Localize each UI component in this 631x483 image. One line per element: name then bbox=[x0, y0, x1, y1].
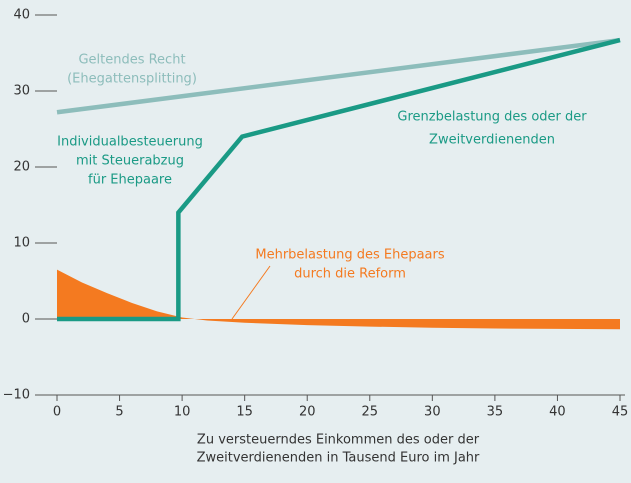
y-tick-label: 30 bbox=[13, 84, 30, 99]
annotation: Mehrbelastung des Ehepaars bbox=[255, 248, 444, 263]
x-axis-label: Zu versteuerndes Einkommen des oder der bbox=[197, 433, 480, 448]
line bbox=[56, 37, 621, 115]
line bbox=[57, 37, 621, 322]
x-tick-label: 40 bbox=[549, 405, 566, 420]
x-tick-label: 10 bbox=[174, 405, 191, 420]
annotation: (Ehegattensplitting) bbox=[67, 72, 197, 87]
annotation: durch die Reform bbox=[294, 267, 406, 282]
y-tick-label: 40 bbox=[13, 8, 30, 23]
y-tick-label: 20 bbox=[13, 160, 30, 175]
x-tick-label: 5 bbox=[115, 405, 123, 420]
x-tick-label: 15 bbox=[236, 405, 253, 420]
x-tick-label: 45 bbox=[612, 405, 629, 420]
annotation-pointer bbox=[231, 265, 271, 320]
annotation: für Ehepaare bbox=[88, 173, 172, 188]
annotation: Grenzbelastung des oder der bbox=[397, 110, 587, 125]
x-tick-label: 0 bbox=[53, 405, 61, 420]
y-tick-label: 10 bbox=[13, 236, 30, 251]
annotation: mit Steuerabzug bbox=[76, 154, 184, 169]
y-tick-label: −10 bbox=[3, 388, 30, 403]
area bbox=[57, 269, 620, 330]
annotation: Individualbesteuerung bbox=[57, 135, 203, 150]
x-tick-label: 35 bbox=[487, 405, 504, 420]
x-tick-label: 25 bbox=[362, 405, 379, 420]
x-tick-label: 30 bbox=[424, 405, 441, 420]
x-tick-label: 20 bbox=[299, 405, 316, 420]
annotation: Zweitverdienenden bbox=[429, 133, 555, 148]
x-axis-label: Zweitverdienenden in Tausend Euro im Jah… bbox=[197, 451, 480, 466]
annotation: Geltendes Recht bbox=[78, 53, 185, 68]
y-tick-label: 0 bbox=[22, 312, 30, 327]
